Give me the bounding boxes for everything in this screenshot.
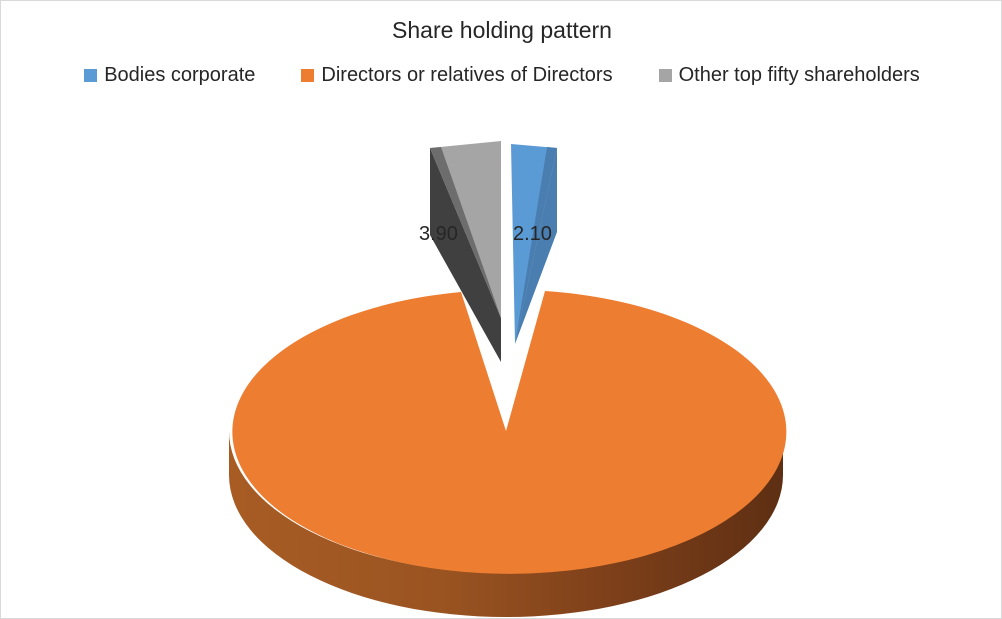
legend-label-other-top-fifty: Other top fifty shareholders [678, 64, 920, 86]
legend-item-other-top-fifty[interactable]: Other top fifty shareholders [658, 64, 920, 86]
pie-slice-directors-top [232, 291, 787, 574]
chart-legend: Bodies corporate Directors or relatives … [1, 64, 1001, 86]
pie-slice-bodies-corporate-shadow [515, 147, 557, 344]
chart-title: Share holding pattern [392, 17, 612, 43]
legend-swatch-square-icon [84, 68, 98, 82]
legend-swatch-square-icon [301, 68, 315, 82]
legend-label-directors: Directors or relatives of Directors [321, 64, 613, 86]
legend-item-directors[interactable]: Directors or relatives of Directors [301, 64, 613, 86]
pie-slice-other-top-fifty-side [430, 148, 501, 362]
data-label-other-top-fifty: 3.90 [419, 223, 458, 245]
pie-slice-directors-side [229, 431, 783, 617]
legend-swatch-square-icon [658, 68, 672, 82]
pie-3d-svg [229, 141, 787, 617]
pie-slice-other-top-fifty-shadow [430, 147, 501, 318]
legend-label-bodies-corporate: Bodies corporate [104, 64, 256, 86]
data-label-bodies-corporate: 2.10 [513, 223, 552, 245]
legend-item-bodies-corporate[interactable]: Bodies corporate [84, 65, 255, 85]
pie-plot-area: 3.90 2.10 94.00 [1, 101, 1001, 618]
